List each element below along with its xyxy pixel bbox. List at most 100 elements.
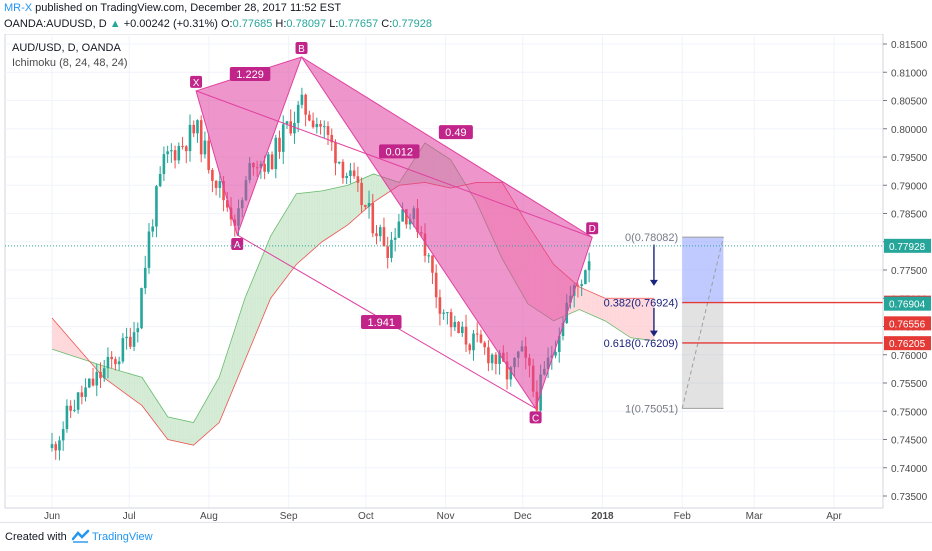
candle-body (315, 123, 319, 128)
cloud-segment (327, 189, 331, 239)
point-badge[interactable] (529, 411, 542, 424)
candle-body (132, 332, 136, 347)
candle-body (405, 209, 408, 225)
target-zone-box[interactable] (682, 237, 724, 303)
cloud-segment (67, 335, 71, 356)
candle-body (554, 351, 557, 356)
cloud-segment (296, 193, 300, 265)
time-tick-label: Jun (44, 511, 60, 522)
cloud-segment (154, 397, 158, 426)
candle-body (136, 328, 140, 333)
price-badge[interactable] (884, 316, 931, 331)
candle-body (147, 231, 151, 268)
candle-body (293, 122, 296, 134)
candle-body (457, 321, 460, 334)
cloud-segment (162, 408, 166, 437)
cloud-segment (599, 295, 603, 320)
price-axis[interactable]: 0.81500 0.81000 0.80500 0.80000 0.79500 0.790… (882, 34, 931, 508)
candle-body (498, 352, 501, 364)
cloud-segment (175, 418, 179, 442)
cloud-segment (340, 186, 344, 230)
candle-body (95, 371, 99, 386)
time-axis[interactable]: Jun Jul Aug Sep Oct Nov Dec 2018 Feb Mar Apr (5, 507, 883, 522)
point-badge[interactable] (586, 222, 599, 235)
candle-body (125, 336, 128, 339)
author-name[interactable]: MR-X (4, 2, 33, 14)
cloud-segment (301, 192, 305, 260)
cloud-segment (147, 385, 151, 416)
candle-body (110, 356, 113, 360)
candle-body (345, 175, 348, 179)
time-tick-label: Feb (674, 511, 692, 522)
cloud-segment (224, 353, 228, 411)
cloud-segment (152, 393, 156, 423)
cloud-segment (347, 184, 351, 225)
cloud-segment (581, 288, 585, 312)
candle-body (151, 226, 155, 232)
point-badge[interactable] (190, 75, 203, 88)
candle-body (360, 182, 363, 206)
cloud-segment (214, 381, 218, 428)
harmonic-pattern[interactable]: 1.229 0.012 0.49 1.941 X A B C D (190, 41, 599, 424)
candle-body (319, 123, 322, 127)
ratio-label: 1.229 (236, 69, 264, 81)
cloud-segment (268, 236, 272, 305)
cloud-segment (134, 375, 138, 402)
cloud-segment (203, 399, 207, 437)
fib-label: 0.382(0.76924) (604, 298, 679, 310)
candle-body (177, 145, 181, 161)
price-tick-label: 0.80000 (891, 125, 928, 136)
fib-label: 0.618(0.76209) (604, 338, 679, 350)
candle-body (308, 114, 311, 121)
fib-label: 1(0.75051) (625, 403, 678, 415)
point-label[interactable]: D (589, 224, 596, 235)
candle-body (300, 94, 304, 105)
candle-body (155, 186, 158, 227)
cloud-segment (142, 377, 146, 409)
tradingview-link[interactable]: TradingView (92, 531, 153, 543)
candle-body (449, 312, 453, 328)
cloud-segment (255, 267, 259, 336)
cloud-segment (172, 418, 176, 442)
fib-retracement[interactable]: 0(0.78082) 0.382(0.76924) 0.618(0.76209) 1(… (5, 232, 883, 415)
cloud-segment (80, 350, 84, 360)
arrow-down-2-icon-head (649, 330, 658, 337)
candle-body (91, 378, 95, 386)
arrow-down-1-icon-head (649, 279, 658, 286)
candle-body (199, 120, 203, 155)
point-badge[interactable] (231, 237, 244, 250)
point-label[interactable]: C (532, 413, 539, 424)
cloud-segment (363, 177, 367, 212)
point-label[interactable]: A (234, 240, 241, 251)
point-label[interactable]: X (193, 78, 200, 89)
high-label: H: (275, 18, 287, 30)
candle-body (464, 326, 468, 345)
risk-zone-box[interactable] (682, 302, 724, 409)
candle-body (304, 94, 307, 115)
cloud-segment (129, 373, 133, 399)
candle-body (281, 124, 285, 152)
close-label: C: (381, 18, 393, 30)
price-badge[interactable] (884, 238, 931, 253)
cloud-segment (216, 377, 220, 425)
pattern-triangle-bcd[interactable] (301, 56, 593, 410)
candle-body (274, 137, 278, 170)
price-badge[interactable] (884, 336, 931, 351)
candle-body (73, 409, 76, 411)
candle-body (289, 121, 293, 134)
point-label[interactable]: B (298, 44, 305, 55)
cloud-segment (62, 329, 66, 354)
candle-body (367, 203, 371, 207)
price-tick-label: 0.75500 (891, 379, 928, 390)
cloud-segment (221, 361, 225, 417)
price-badge[interactable] (884, 296, 931, 311)
price-chart[interactable]: 1.229 0.012 0.49 1.941 X A B C D 0(0.78082) 0.382… (0, 34, 932, 522)
point-badge[interactable] (295, 41, 308, 54)
candle-body (490, 354, 494, 364)
cloud-segment (275, 223, 279, 292)
cloud-segment (620, 298, 624, 333)
candle-body (576, 285, 580, 287)
cloud-segment (378, 175, 382, 199)
candle-body (431, 255, 434, 273)
candle-body (184, 146, 188, 152)
